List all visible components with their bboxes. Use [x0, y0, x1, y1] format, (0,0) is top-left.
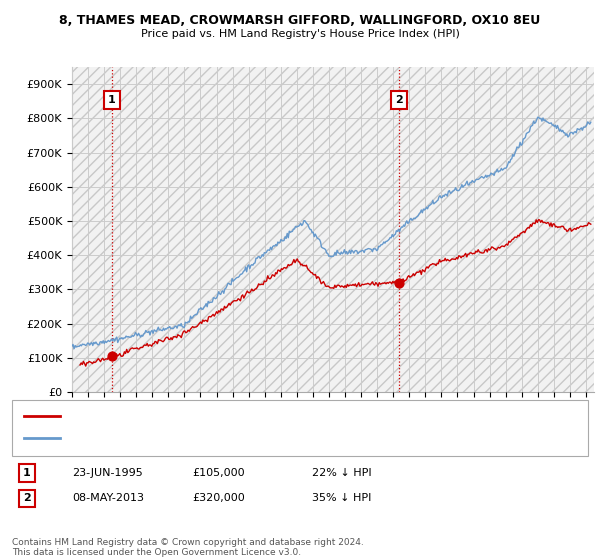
- Text: HPI: Average price, detached house, South Oxfordshire: HPI: Average price, detached house, Sout…: [69, 433, 356, 444]
- Text: 8, THAMES MEAD, CROWMARSH GIFFORD, WALLINGFORD, OX10 8EU: 8, THAMES MEAD, CROWMARSH GIFFORD, WALLI…: [59, 14, 541, 27]
- Text: 1: 1: [108, 95, 116, 105]
- Text: 22% ↓ HPI: 22% ↓ HPI: [312, 468, 371, 478]
- Text: 1: 1: [23, 468, 31, 478]
- Text: Price paid vs. HM Land Registry's House Price Index (HPI): Price paid vs. HM Land Registry's House …: [140, 29, 460, 39]
- Text: 2: 2: [395, 95, 403, 105]
- Text: 8, THAMES MEAD, CROWMARSH GIFFORD, WALLINGFORD, OX10 8EU (detached house): 8, THAMES MEAD, CROWMARSH GIFFORD, WALLI…: [69, 411, 522, 421]
- Text: 08-MAY-2013: 08-MAY-2013: [72, 493, 144, 503]
- Text: 35% ↓ HPI: 35% ↓ HPI: [312, 493, 371, 503]
- Text: £105,000: £105,000: [192, 468, 245, 478]
- Text: 23-JUN-1995: 23-JUN-1995: [72, 468, 143, 478]
- Point: [394, 278, 404, 287]
- Text: Contains HM Land Registry data © Crown copyright and database right 2024.
This d: Contains HM Land Registry data © Crown c…: [12, 538, 364, 557]
- Text: 2: 2: [23, 493, 31, 503]
- Text: £320,000: £320,000: [192, 493, 245, 503]
- Point: [107, 352, 116, 361]
